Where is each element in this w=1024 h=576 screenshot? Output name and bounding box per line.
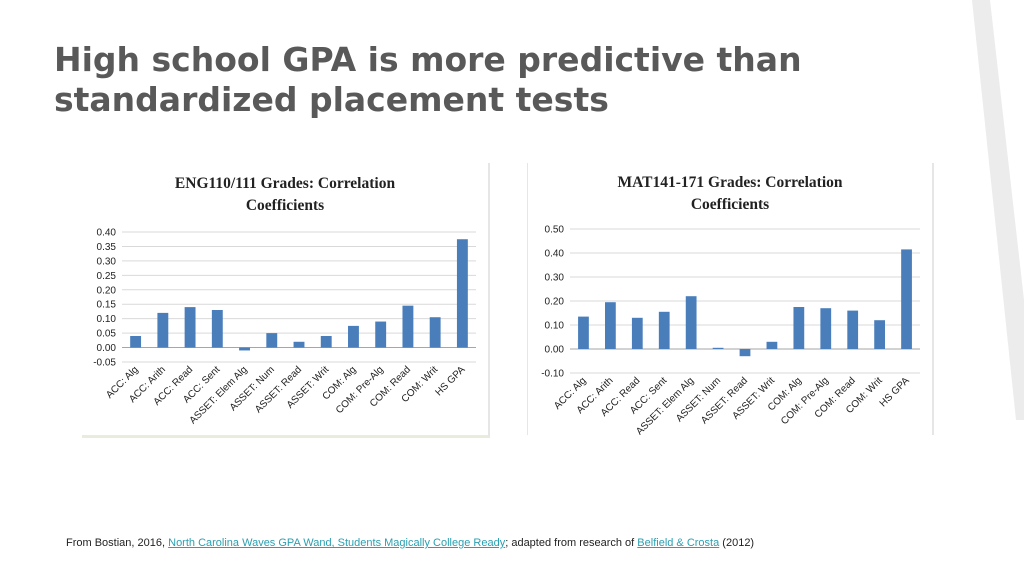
eng-bar — [130, 336, 142, 348]
eng-bar — [456, 239, 468, 348]
mat-bar — [605, 302, 616, 349]
mat-category-label: HS GPA — [878, 375, 912, 409]
citation-link-article[interactable]: North Carolina Waves GPA Wand, Students … — [168, 537, 506, 549]
eng-chart-title-line-2: Coefficients — [246, 197, 324, 214]
eng-y-tick-label: 0.30 — [97, 256, 117, 267]
eng-y-tick-label: 0.20 — [97, 285, 117, 296]
eng-bar — [375, 321, 387, 348]
mat-bar — [578, 316, 589, 349]
decorative-stripe — [972, 0, 1024, 420]
mat-y-tick-label: 0.20 — [545, 297, 565, 308]
eng-y-tick-label: 0.40 — [97, 228, 117, 239]
eng-correlation-chart: ENG110/111 Grades: Correlation Coefficien… — [82, 163, 490, 438]
mat-bar — [766, 341, 778, 349]
mat-correlation-chart: MAT141-171 Grades: Correlation Coefficien… — [527, 163, 934, 435]
eng-y-tick-label: 0.15 — [97, 300, 117, 311]
eng-bar — [348, 325, 359, 348]
citation-suffix: (2012) — [722, 537, 755, 549]
mat-bar — [685, 296, 697, 349]
eng-y-tick-label: -0.05 — [93, 358, 116, 369]
mat-bar — [739, 349, 751, 357]
mat-y-tick-label: 0.40 — [545, 249, 565, 260]
eng-chart-title-line-1: ENG110/111 Grades: Correlation — [175, 175, 396, 192]
mat-bar — [793, 307, 805, 349]
slide-title-line-2: standardized placement tests — [54, 80, 609, 119]
mat-chart-svg: MAT141-171 Grades: Correlation Coefficien… — [541, 174, 920, 435]
mat-bar — [658, 311, 670, 349]
slide-title: High school GPA is more predictive than … — [54, 40, 914, 120]
eng-category-label: HS GPA — [434, 364, 468, 398]
mat-bar — [712, 347, 724, 349]
eng-bar — [266, 333, 278, 348]
slide-title-line-1: High school GPA is more predictive than — [54, 40, 802, 79]
mat-y-tick-label: 0.00 — [545, 345, 565, 356]
eng-bar — [402, 305, 414, 348]
mat-y-tick-label: 0.30 — [545, 273, 565, 284]
mat-bar — [820, 308, 832, 349]
mat-y-tick-label: 0.50 — [545, 225, 565, 236]
eng-y-tick-label: 0.25 — [97, 271, 117, 282]
eng-bar — [320, 336, 332, 348]
citation-prefix: From Bostian, 2016, — [66, 537, 166, 549]
eng-bar — [293, 341, 305, 348]
eng-y-tick-label: 0.10 — [97, 314, 117, 325]
eng-chart-svg: ENG110/111 Grades: Correlation Coefficien… — [93, 175, 476, 426]
source-citation: From Bostian, 2016, North Carolina Waves… — [66, 537, 754, 549]
mat-bar — [874, 320, 885, 349]
eng-y-tick-label: 0.35 — [97, 242, 117, 253]
mat-y-tick-label: 0.10 — [545, 321, 565, 332]
eng-y-tick-label: 0.05 — [97, 329, 117, 340]
eng-y-tick-label: 0.00 — [97, 343, 117, 354]
citation-middle: ; adapted from research of — [505, 537, 635, 549]
mat-bar — [847, 310, 859, 349]
eng-bar — [157, 312, 169, 348]
eng-bar — [429, 317, 441, 348]
citation-link-research[interactable]: Belfield & Crosta — [637, 537, 720, 549]
mat-chart-title-line-1: MAT141-171 Grades: Correlation — [618, 174, 843, 191]
mat-bar — [631, 317, 643, 349]
eng-bar — [211, 310, 223, 348]
mat-bar — [901, 249, 912, 349]
mat-chart-title-line-2: Coefficients — [691, 196, 769, 213]
eng-bar — [184, 307, 196, 348]
mat-y-tick-label: -0.10 — [541, 369, 564, 380]
eng-bar — [239, 347, 250, 351]
